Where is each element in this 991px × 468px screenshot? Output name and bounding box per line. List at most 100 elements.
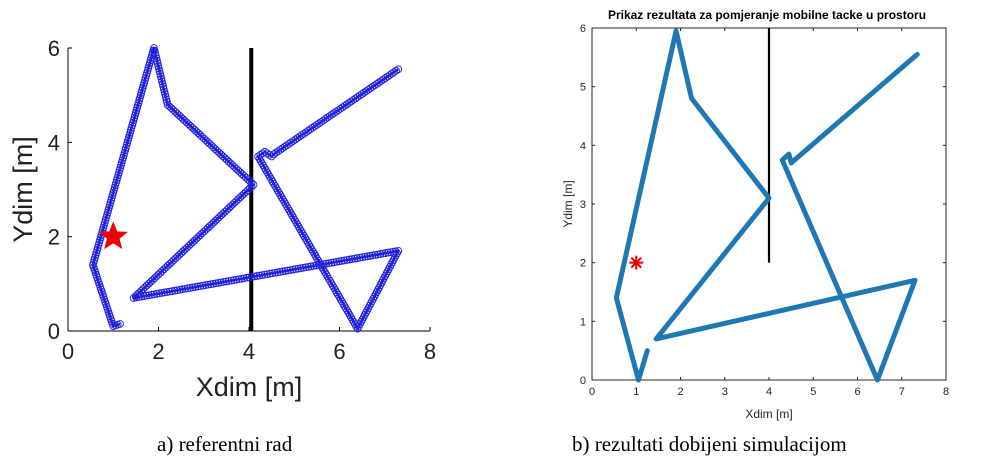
panel-a-trajectory-marker: [314, 256, 323, 265]
panel-a-trajectory-marker: [343, 306, 351, 315]
panel-a-y-ticks: 0 2 4 6: [48, 36, 72, 344]
panel-a-trajectory-marker: [263, 168, 272, 177]
panel-a-trajectory-marker: [341, 304, 350, 313]
panel-a-trajectory-marker: [297, 227, 306, 236]
panel-a-trajectory-marker: [309, 247, 317, 256]
panel-a-trajectory-marker: [288, 211, 296, 220]
panel-a-trajectory-marker: [326, 277, 334, 285]
panel-a-trajectory-marker: [247, 273, 256, 281]
panel-a-trajectory-marker: [258, 271, 266, 279]
panel-a-trajectory-marker: [271, 268, 279, 277]
panel-a-trajectory-marker: [209, 279, 218, 288]
panel-a-trajectory-marker: [305, 240, 313, 249]
panel-a-trajectory-marker: [339, 299, 348, 308]
panel-a-trajectory-marker: [332, 288, 341, 297]
panel-a-trajectory-marker: [371, 251, 380, 259]
panel-a-trajectory-marker: [131, 292, 140, 301]
panel-a-trajectory-marker: [178, 285, 187, 294]
caption-b: b) rezultati dobijeni simulacijom: [572, 432, 847, 456]
panel-a-trajectory-marker: [366, 252, 374, 260]
panel-a-trajectory-marker: [269, 179, 278, 188]
panel-a-trajectory-marker: [315, 259, 324, 267]
panel-a-trajectory-marker: [183, 284, 192, 293]
panel-a-trajectory-marker: [214, 279, 223, 287]
panel-a-trajectory-marker: [323, 272, 332, 281]
panel-a-trajectory-marker: [163, 288, 171, 296]
panel-a-trajectory-marker: [158, 289, 166, 297]
panel-a-trajectory-marker: [256, 157, 265, 165]
panel-b-chart: Prikaz rezultata za pomjeranje mobilne t…: [561, 8, 949, 421]
panel-a-y-tick-label: 2: [48, 225, 60, 250]
panel-a-trajectory-marker: [152, 290, 161, 298]
panel-a-trajectory-marker: [194, 282, 202, 291]
panel-a-trajectory-marker: [294, 264, 302, 273]
panel-a-trajectory-marker: [276, 191, 285, 199]
panel-b-y-label: Ydim [m]: [561, 180, 575, 227]
panel-a-trajectory-marker: [368, 251, 377, 260]
panel-a-trajectory-marker: [129, 294, 138, 302]
panel-a-trajectory-marker: [245, 273, 254, 282]
panel-a-trajectory-marker: [328, 281, 337, 290]
panel-a-target-star: [98, 221, 128, 250]
caption-a: a) referentni rad: [157, 432, 293, 456]
panel-a-trajectory-marker: [313, 254, 321, 263]
panel-a-trajectory-marker: [307, 245, 316, 254]
panel-a-trajectory-marker: [363, 252, 372, 261]
panel-a-trajectory-marker: [289, 213, 298, 222]
panel-a-trajectory-marker: [336, 295, 345, 304]
panel-a-x-tick-label: 4: [243, 339, 255, 364]
panel-a-trajectory-marker: [348, 255, 356, 263]
panel-b-x-tick-label: 2: [677, 386, 683, 398]
panel-a-trajectory-marker: [272, 184, 281, 193]
panel-a-trajectory-marker: [348, 315, 357, 324]
panel-b-x-tick-label: 3: [722, 386, 728, 398]
panel-b-y-tick-label: 0: [580, 375, 586, 387]
panel-a-trajectory-marker: [296, 264, 305, 273]
panel-a-trajectory-marker: [293, 220, 302, 229]
panel-a-trajectory-marker: [235, 275, 243, 284]
panel-a-trajectory-marker: [344, 308, 353, 317]
panel-a-trajectory-marker: [267, 152, 276, 161]
panel-a-trajectory-marker: [381, 249, 390, 257]
panel-a-trajectory-marker: [264, 170, 273, 179]
panel-a-trajectory-marker: [334, 290, 342, 299]
panel-a-trajectory-marker: [349, 317, 358, 326]
panel-a-trajectory-marker: [303, 238, 312, 247]
panel-b-x-tick-label: 8: [943, 386, 949, 398]
panel-a-trajectory-marker: [165, 287, 174, 296]
panel-a-trajectory-marker: [330, 258, 338, 267]
panel-b-asterisk-stroke: [630, 257, 642, 269]
panel-a-trajectory-marker: [301, 234, 310, 242]
panel-a-trajectory-marker: [299, 263, 308, 272]
panel-a-trajectory-marker: [301, 263, 310, 272]
panel-a-trajectory-marker: [240, 274, 248, 283]
panel-a-trajectory-marker: [147, 290, 156, 299]
panel-a-trajectory-marker: [347, 313, 355, 322]
panel-a-trajectory-marker: [267, 175, 275, 183]
panel-a-trajectory-marker: [281, 200, 290, 208]
panel-a-trajectory-marker: [268, 177, 277, 186]
panel-a-trajectory-marker: [353, 324, 362, 333]
panel-a-trajectory-marker: [289, 265, 297, 274]
panel-a-trajectory-marker: [306, 243, 315, 251]
panel-a-trajectory-marker: [338, 297, 346, 306]
panel-a-trajectory-marker: [352, 322, 361, 331]
panel-a-trajectory-marker: [318, 263, 327, 272]
panel-b-x-label: Xdim [m]: [745, 407, 792, 421]
panel-a-trajectory-marker: [140, 292, 148, 301]
panel-a-trajectory-marker: [281, 267, 290, 275]
panel-a-trajectory-marker: [263, 270, 272, 279]
panel-b-title: Prikaz rezultata za pomjeranje mobilne t…: [608, 8, 926, 22]
panel-a-trajectory-marker: [290, 216, 299, 224]
panel-a-trajectory-markers: [89, 44, 403, 333]
panel-b-y-tick-label: 2: [580, 258, 586, 270]
panel-a-trajectory-marker: [321, 268, 329, 276]
panel-a-trajectory-marker: [345, 311, 354, 319]
panel-a-trajectory-marker: [188, 283, 197, 292]
panel-a-trajectory-marker: [150, 290, 159, 299]
panel-a-trajectory-marker: [271, 182, 279, 190]
panel-a-trajectory-marker: [201, 281, 210, 290]
panel-a-trajectory-marker: [304, 262, 313, 271]
panel-a-y-tick-label: 6: [48, 36, 60, 61]
panel-a-trajectory-marker: [242, 273, 251, 282]
